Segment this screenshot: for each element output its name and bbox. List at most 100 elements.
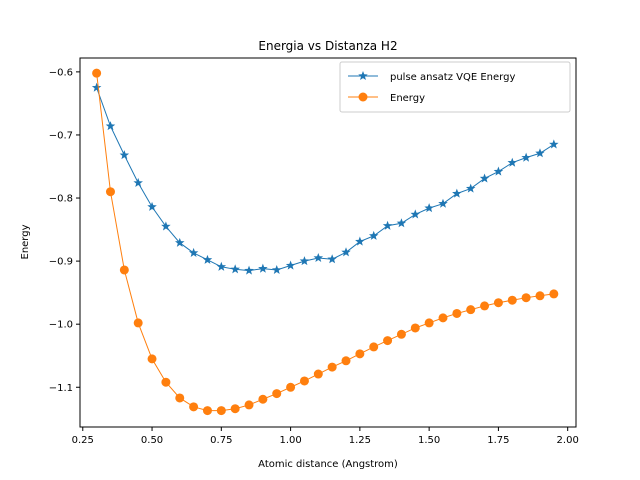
circle-marker bbox=[535, 291, 545, 301]
circle-marker bbox=[466, 305, 476, 315]
y-tick-label: −0.9 bbox=[49, 257, 73, 268]
star-marker bbox=[479, 173, 490, 183]
legend: pulse ansatz VQE Energy Energy bbox=[339, 61, 571, 113]
star-marker bbox=[91, 82, 102, 92]
star-marker bbox=[396, 218, 407, 228]
plot-area bbox=[91, 68, 559, 416]
series-line bbox=[96, 87, 555, 272]
star-marker bbox=[147, 201, 157, 211]
y-tick-label: −0.7 bbox=[49, 130, 73, 141]
circle-marker bbox=[119, 265, 129, 275]
circle-marker bbox=[147, 354, 157, 364]
x-axis: 0.25 0.50 0.75 1.00 1.25 1.50 1.75 2.00 bbox=[72, 427, 579, 446]
star-marker bbox=[285, 260, 296, 270]
legend-entry: Energy bbox=[348, 92, 425, 104]
x-tick-label: 0.25 bbox=[72, 435, 94, 446]
circle-marker bbox=[507, 295, 517, 305]
x-tick-label: 2.00 bbox=[557, 435, 579, 446]
circle-marker bbox=[355, 349, 365, 359]
star-marker bbox=[521, 152, 531, 162]
legend-label: Energy bbox=[390, 93, 425, 104]
star-marker bbox=[202, 254, 213, 264]
circle-marker bbox=[327, 362, 337, 372]
circle-marker bbox=[410, 323, 420, 333]
series-1 bbox=[91, 82, 559, 275]
circle-marker bbox=[299, 376, 309, 386]
star-marker bbox=[119, 150, 130, 160]
star-marker bbox=[549, 139, 559, 149]
star-marker bbox=[299, 256, 310, 266]
circle-marker bbox=[396, 329, 406, 339]
circle-marker bbox=[272, 389, 282, 399]
star-marker bbox=[133, 177, 143, 187]
series-line bbox=[96, 73, 554, 412]
circle-marker bbox=[493, 298, 503, 308]
star-marker bbox=[244, 265, 254, 275]
circle-marker bbox=[216, 406, 226, 416]
circle-marker bbox=[286, 382, 296, 392]
star-marker bbox=[105, 121, 116, 131]
star-marker bbox=[368, 230, 379, 240]
y-axis-label: Energy bbox=[20, 224, 31, 259]
circle-marker bbox=[313, 369, 323, 379]
star-marker bbox=[465, 183, 476, 193]
y-tick-label: −0.6 bbox=[49, 67, 73, 78]
circle-marker bbox=[341, 356, 351, 366]
star-marker bbox=[355, 236, 365, 246]
star-marker bbox=[424, 203, 434, 213]
circle-marker bbox=[521, 293, 531, 303]
star-marker bbox=[535, 148, 545, 158]
x-tick-label: 1.75 bbox=[487, 435, 509, 446]
circle-marker bbox=[424, 318, 434, 328]
star-marker bbox=[493, 166, 504, 176]
circle-marker bbox=[175, 393, 185, 403]
legend-label: pulse ansatz VQE Energy bbox=[390, 72, 515, 83]
chart-title: Energia vs Distanza H2 bbox=[258, 39, 397, 53]
circle-marker bbox=[133, 318, 143, 328]
circle-marker bbox=[189, 402, 199, 412]
y-axis: −0.6 −0.7 −0.8 −0.9 −1.0 −1.1 bbox=[49, 67, 80, 394]
star-marker bbox=[230, 264, 240, 274]
circle-marker bbox=[230, 404, 240, 414]
y-tick-label: −0.8 bbox=[49, 194, 73, 205]
circle-marker bbox=[92, 68, 102, 78]
star-marker bbox=[382, 220, 393, 230]
x-tick-label: 1.25 bbox=[349, 435, 371, 446]
star-marker bbox=[327, 254, 337, 264]
x-axis-label: Atomic distance (Angstrom) bbox=[258, 459, 398, 470]
star-marker bbox=[216, 261, 227, 271]
circle-marker bbox=[549, 289, 559, 299]
x-tick-label: 1.00 bbox=[279, 435, 301, 446]
circle-marker bbox=[383, 336, 393, 346]
circle-marker bbox=[369, 342, 379, 352]
star-marker bbox=[188, 247, 199, 257]
series-2 bbox=[92, 68, 559, 416]
legend-marker bbox=[358, 92, 368, 102]
x-tick-label: 0.50 bbox=[141, 435, 163, 446]
circle-marker bbox=[105, 187, 115, 197]
y-tick-label: −1.0 bbox=[49, 320, 73, 331]
legend-marker bbox=[358, 71, 368, 81]
circle-marker bbox=[244, 400, 254, 410]
circle-marker bbox=[452, 308, 462, 318]
star-marker bbox=[271, 264, 282, 274]
star-marker bbox=[452, 188, 462, 198]
y-tick-label: −1.1 bbox=[49, 383, 73, 394]
circle-marker bbox=[258, 394, 268, 404]
star-marker bbox=[313, 252, 324, 262]
star-marker bbox=[161, 221, 171, 231]
axes-frame bbox=[79, 57, 577, 428]
x-tick-label: 0.75 bbox=[210, 435, 232, 446]
star-marker bbox=[507, 157, 518, 167]
legend-entry: pulse ansatz VQE Energy bbox=[348, 71, 515, 83]
star-marker bbox=[341, 247, 351, 257]
circle-marker bbox=[438, 313, 448, 323]
star-marker bbox=[175, 237, 185, 247]
star-marker bbox=[410, 209, 421, 219]
circle-marker bbox=[161, 377, 171, 387]
circle-marker bbox=[202, 406, 212, 416]
star-marker bbox=[438, 198, 448, 208]
legend-box bbox=[339, 61, 571, 113]
circle-marker bbox=[480, 301, 490, 311]
